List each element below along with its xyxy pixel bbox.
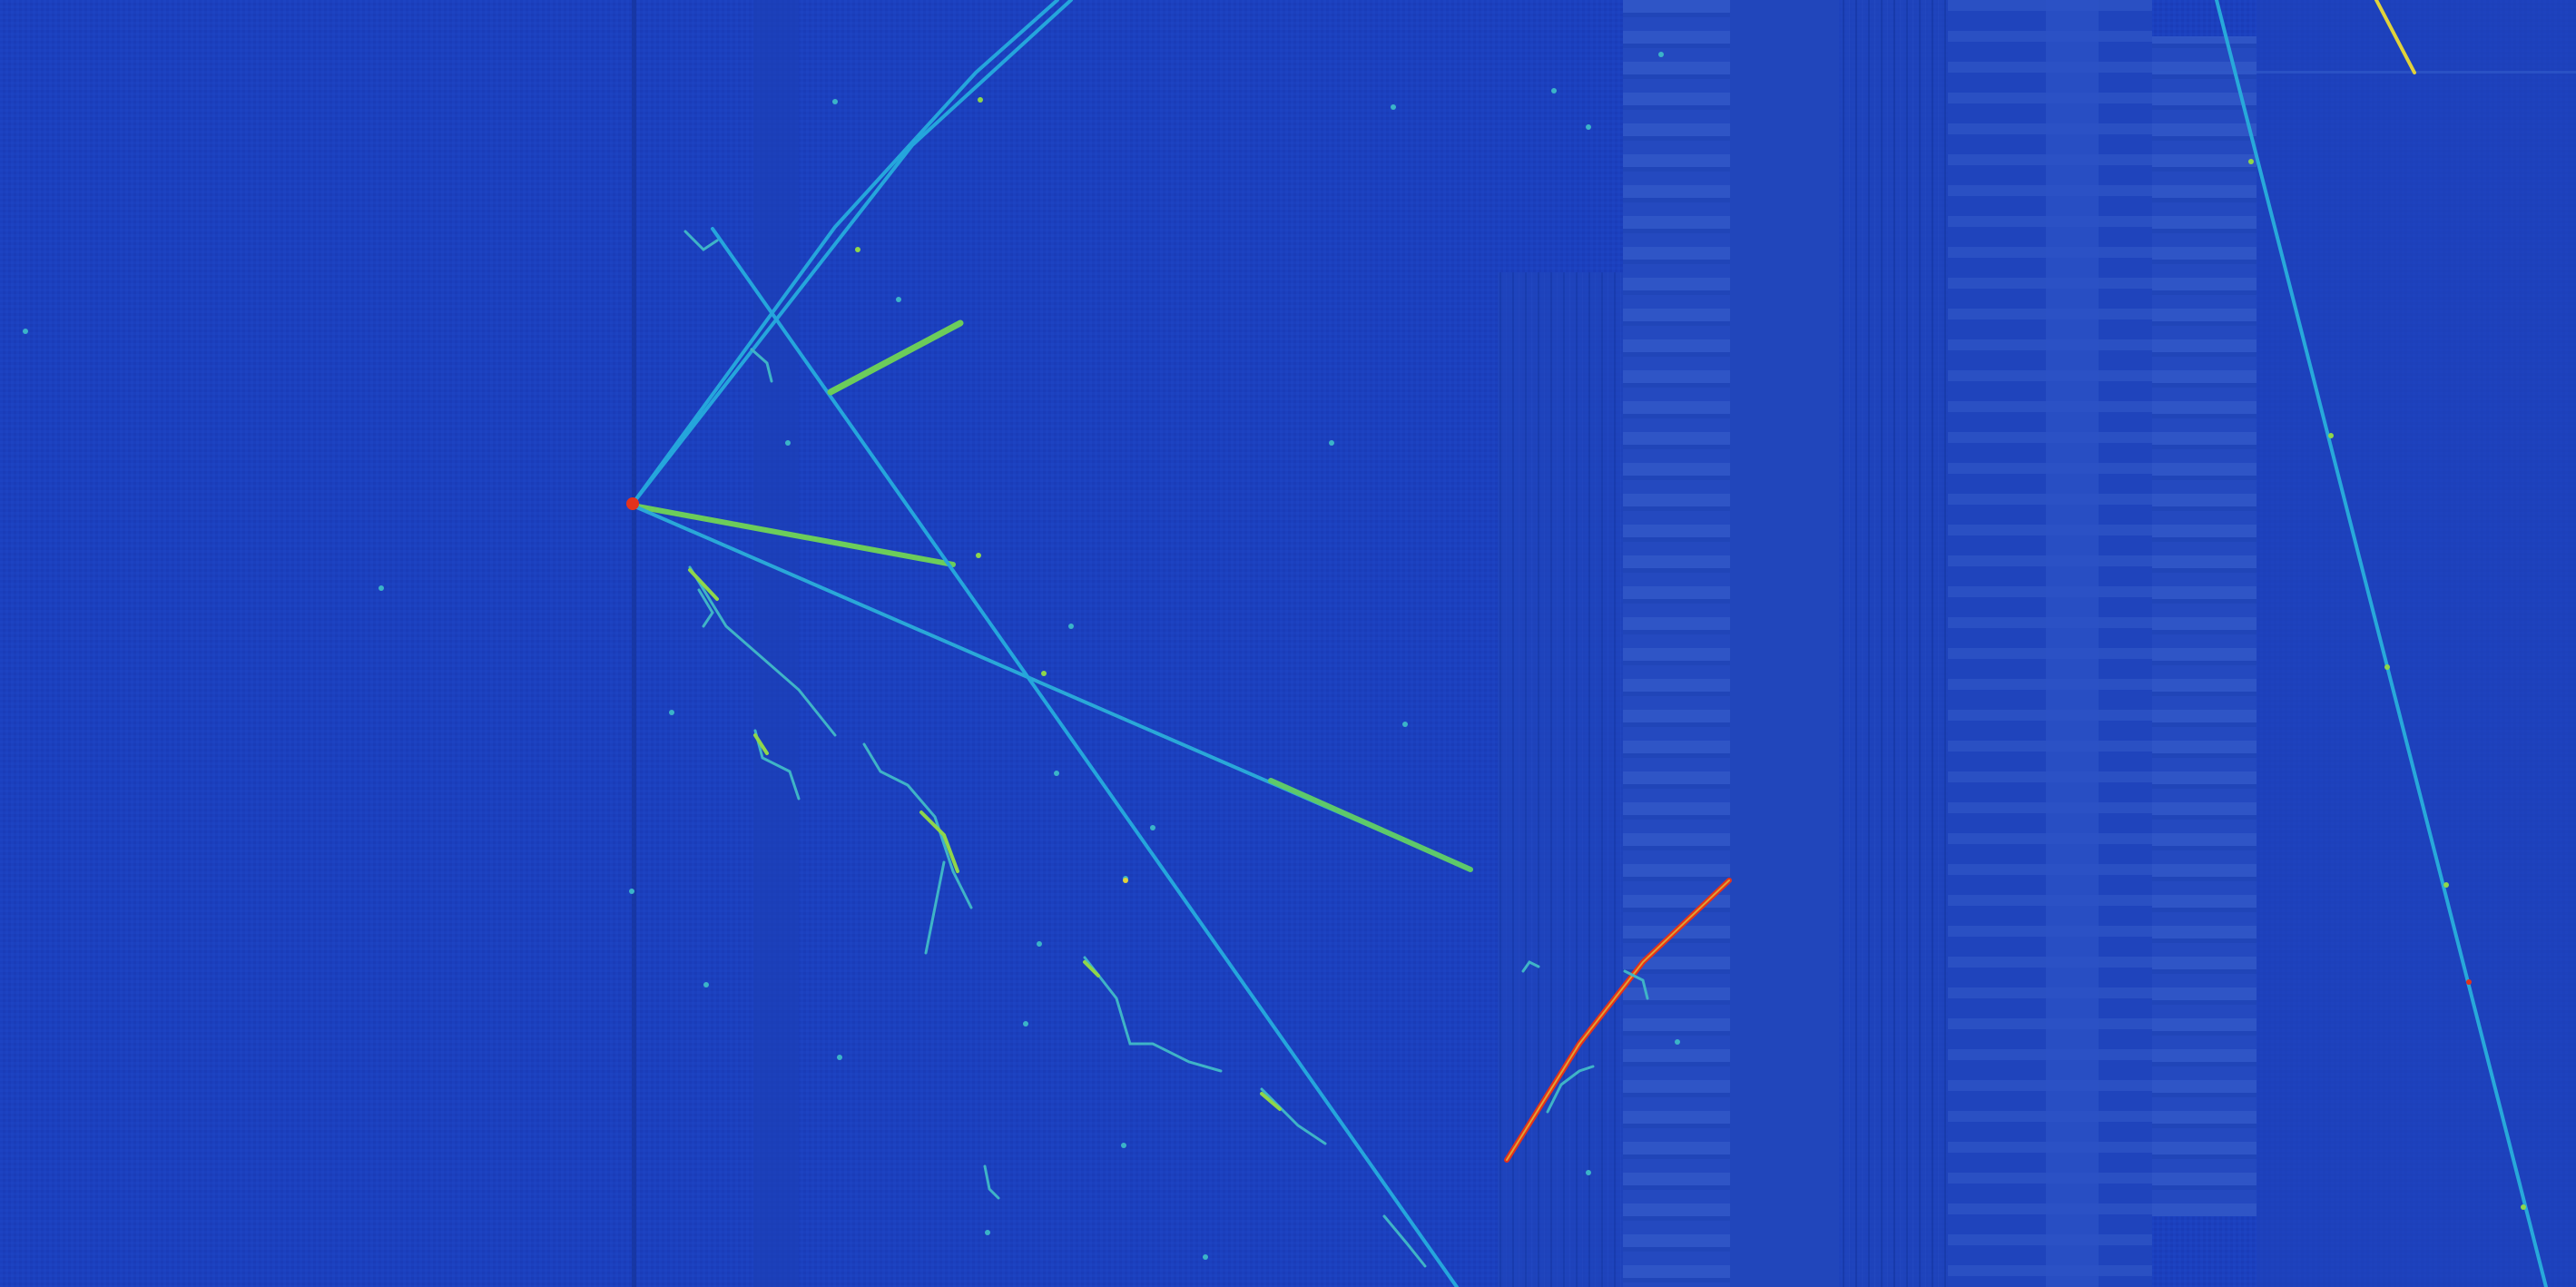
shower-hotspot bbox=[1083, 960, 1100, 978]
hit bbox=[1586, 124, 1591, 130]
hit bbox=[1121, 1143, 1126, 1148]
shower-hits bbox=[683, 230, 1649, 1268]
shower-branch bbox=[1623, 969, 1649, 1000]
shower-branch bbox=[862, 742, 973, 909]
track-upward-right bbox=[631, 0, 1059, 506]
shower-branch bbox=[1260, 1087, 1327, 1145]
track-right-edge bbox=[2215, 0, 2548, 1287]
hit bbox=[855, 247, 860, 252]
shower-branch bbox=[683, 230, 719, 251]
hit bbox=[1675, 1039, 1680, 1045]
shower-branch bbox=[924, 860, 946, 955]
hit bbox=[1329, 440, 1334, 446]
shower-branch bbox=[688, 565, 837, 737]
hit bbox=[896, 297, 901, 302]
hit bbox=[379, 585, 384, 591]
hit bbox=[785, 440, 791, 446]
hit bbox=[2521, 1204, 2526, 1210]
shower-branch bbox=[1083, 956, 1223, 1073]
shower-hotspot bbox=[919, 811, 959, 873]
interaction-vertex bbox=[626, 497, 639, 510]
hit bbox=[837, 1055, 842, 1060]
shower-branch bbox=[983, 1164, 1000, 1200]
hit bbox=[1551, 88, 1557, 93]
noise-column-band bbox=[1730, 0, 1839, 1287]
hit bbox=[1054, 771, 1059, 776]
hit bbox=[2248, 159, 2254, 164]
shower-hotspot bbox=[753, 733, 769, 755]
hit bbox=[2466, 979, 2472, 985]
hit bbox=[2384, 664, 2390, 670]
hit bbox=[1658, 52, 1664, 57]
hit bbox=[1037, 941, 1042, 947]
hit bbox=[1023, 1021, 1028, 1027]
track-upward-left bbox=[631, 0, 1073, 506]
isolated-hits bbox=[23, 52, 2472, 1260]
shower-branch bbox=[1546, 1065, 1595, 1114]
hit bbox=[832, 99, 838, 104]
hit bbox=[1402, 722, 1408, 727]
track-top-right bbox=[2374, 0, 2416, 74]
hit bbox=[1391, 104, 1396, 110]
track-stub bbox=[827, 319, 964, 396]
noise-column-band bbox=[2046, 0, 2099, 1287]
shower-branch bbox=[1382, 1214, 1427, 1268]
hit bbox=[985, 1230, 990, 1235]
hit bbox=[1041, 671, 1047, 676]
striped-region bbox=[2152, 36, 2256, 1216]
shower-branch bbox=[753, 729, 801, 801]
noise-column-band bbox=[1498, 272, 1625, 1287]
hit bbox=[1203, 1254, 1208, 1260]
dead-wire-column bbox=[632, 0, 636, 1287]
shower-branch bbox=[1521, 960, 1540, 973]
track-hot-curve-halo bbox=[1506, 879, 1730, 1161]
noise-column-band bbox=[1839, 0, 1948, 1287]
hit bbox=[1123, 878, 1128, 883]
track-long-diagonal-end bbox=[1268, 778, 1473, 872]
track-hits bbox=[855, 97, 2526, 1210]
hit bbox=[2443, 882, 2449, 888]
noise-regions bbox=[632, 0, 2576, 1287]
particle-tracks bbox=[630, 0, 2548, 1287]
hit bbox=[629, 889, 634, 894]
track-crossing bbox=[711, 227, 1459, 1287]
shower-hotspots bbox=[688, 568, 1282, 1111]
hit bbox=[1586, 1170, 1591, 1175]
shower-hotspot bbox=[688, 568, 719, 601]
striped-region bbox=[1623, 0, 1730, 1287]
hit bbox=[976, 553, 981, 558]
noise-row-line bbox=[2152, 71, 2576, 74]
hit bbox=[669, 710, 674, 715]
shower-branch bbox=[750, 348, 773, 383]
hit bbox=[703, 982, 709, 987]
hit bbox=[978, 97, 983, 103]
hit bbox=[23, 329, 28, 334]
hit bbox=[1150, 825, 1155, 830]
track-short-green bbox=[630, 503, 956, 567]
hit bbox=[2328, 433, 2334, 438]
noise-column-band bbox=[753, 0, 799, 1287]
shower-hotspot bbox=[1260, 1092, 1282, 1111]
noise-column-band bbox=[2256, 0, 2576, 1287]
shower-branch bbox=[697, 588, 714, 628]
hot-track bbox=[1504, 878, 1732, 1163]
hit bbox=[1068, 624, 1074, 629]
